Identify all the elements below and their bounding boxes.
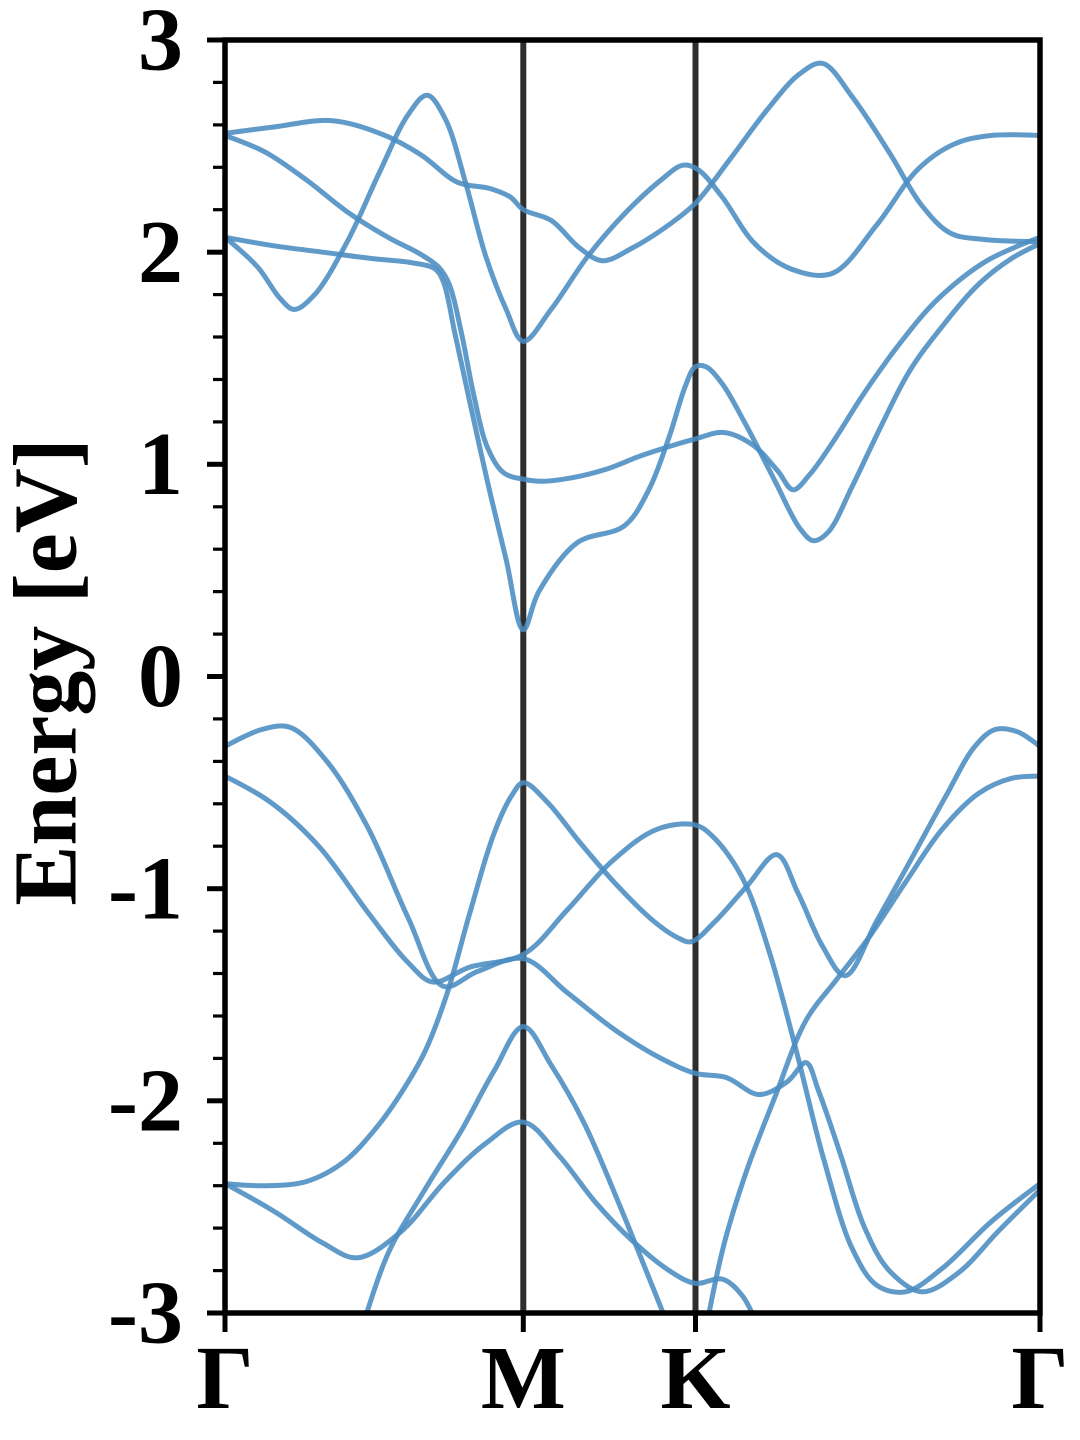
x-tick-label-2-K: K — [660, 1329, 730, 1428]
band-line-conduction-3 — [224, 92, 1041, 344]
band-line-valence-2 — [224, 773, 1041, 1295]
y-tick-label--3: -3 — [108, 1264, 183, 1363]
y-axis-label: Energy [eV] — [0, 438, 96, 905]
band-lines — [224, 60, 1041, 1314]
high-symmetry-lines — [520, 40, 699, 1313]
axes-frame — [222, 37, 1043, 1316]
x-tick-label-3-Γ: Γ — [1011, 1329, 1068, 1428]
y-tick-label-0: 0 — [138, 627, 183, 726]
x-tick-label-1-M: M — [481, 1329, 566, 1428]
x-tick-label-0-Γ: Γ — [196, 1329, 253, 1428]
y-tick-label--2: -2 — [108, 1052, 183, 1151]
band-line-valence-5 — [224, 1119, 756, 1314]
y-tick-label--1: -1 — [108, 839, 183, 938]
band-line-conduction-1 — [224, 234, 1041, 633]
plot-frame — [222, 37, 1043, 1316]
band-line-valence-1 — [224, 723, 1041, 1295]
band-line-conduction-4 — [224, 60, 1041, 264]
y-tick-label-2: 2 — [138, 203, 183, 302]
y-tick-label-1: 1 — [138, 415, 183, 514]
band-line-valence-3 — [224, 726, 1041, 1189]
band-line-conduction-2 — [224, 133, 1041, 493]
axis-ticks — [207, 37, 1043, 1332]
band-line-valence-6 — [363, 1024, 667, 1314]
band-line-valence-4 — [706, 773, 1041, 1314]
y-tick-label-3: 3 — [138, 0, 183, 90]
